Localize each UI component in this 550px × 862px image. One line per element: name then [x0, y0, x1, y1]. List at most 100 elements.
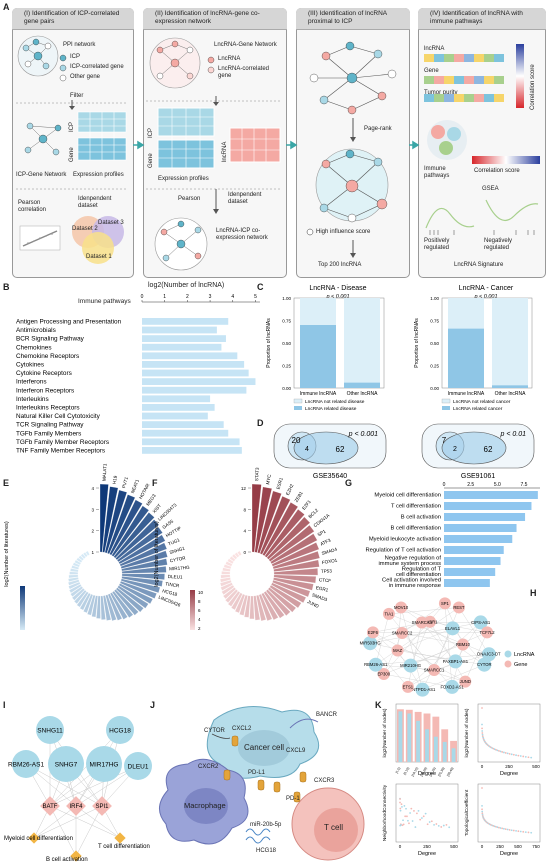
f-legend-tick: 4 — [198, 617, 201, 622]
g-tick-label: 5.0 — [494, 482, 501, 488]
k-point — [403, 805, 405, 807]
k-point — [500, 751, 502, 753]
c-ytick: 0.50 — [430, 341, 439, 346]
d-count-a: 20 — [292, 436, 301, 445]
k-point — [413, 810, 415, 812]
k-bar-lncrna — [425, 729, 429, 762]
b-bar — [142, 438, 240, 445]
c-ylabel: Proportion of lncRNAs — [414, 318, 420, 368]
circular-tick: 3 — [91, 507, 94, 512]
k-xtick: 250 — [496, 844, 504, 849]
k-point — [520, 755, 522, 757]
circular-bar-label: JUND — [306, 599, 320, 609]
h-node-label: TIA1 — [385, 611, 395, 616]
g-bar — [444, 535, 512, 543]
f-color-legend — [190, 590, 195, 630]
k-point — [481, 707, 483, 709]
h-node-label: SP1 — [441, 601, 450, 606]
h-edge — [445, 603, 452, 687]
b-category-label: Chemokines — [16, 344, 52, 351]
k-xtick: 500 — [514, 844, 522, 849]
h-node-label: RBM10 — [456, 642, 471, 647]
i-lncrna-label: SNHG11 — [37, 728, 63, 735]
legend-other-gene: Other gene — [70, 74, 100, 81]
label-mir-20b-5p: miR-20b-5p — [250, 822, 281, 829]
immune-pathways-label: Immune pathways — [424, 166, 464, 180]
h-node-label: JUND — [460, 679, 471, 684]
c-chart-title: LncRNA - Cancer — [459, 285, 514, 292]
k-point — [503, 828, 505, 830]
k-point — [414, 826, 416, 828]
lncrna-gene-network-graphic — [148, 36, 202, 90]
b-bar — [142, 370, 249, 377]
k-point — [498, 750, 500, 752]
correlation-gradient-horizontal — [472, 156, 542, 166]
circular-tick: 8 — [243, 507, 246, 512]
dataset-1-label: Dataset 1 — [86, 254, 112, 261]
pagerank-arrow — [348, 118, 358, 144]
k-bar-lncrna — [434, 737, 438, 762]
k-point — [530, 832, 532, 834]
independent-dataset-label-1: Idenpendent dataset — [78, 196, 128, 210]
c-legend-label: LncRNA not related disease — [305, 399, 365, 405]
d-count-a: 7 — [442, 436, 447, 445]
k-category-label: [30,40) — [446, 767, 454, 778]
proportion-bar-charts: LncRNA - Diseasep < 0.001Proportion of l… — [262, 282, 550, 412]
network-arrow — [146, 96, 282, 106]
pearson-correlation-label: Pearson correlation — [18, 200, 58, 214]
k-point — [407, 820, 409, 822]
k-ylabel: log2(Number of nodes) — [382, 708, 388, 757]
lncrna-pathway-network-i: SNHG11 HCG18RBM26-AS1 SNHG7 MIR17HG DLEU1BAT… — [0, 700, 160, 862]
circular-bar-label: ESR1 — [276, 477, 284, 490]
d-count-ab: 4 — [305, 446, 309, 453]
g-category-label: in immune response — [389, 583, 441, 589]
pearson-scatter — [20, 226, 60, 250]
b-category-label: Antimicrobials — [16, 327, 56, 334]
c-ytick: 1.00 — [430, 296, 439, 301]
k-point — [418, 810, 420, 812]
b-bar — [142, 361, 244, 368]
k-point — [429, 821, 431, 823]
k-category-label: [1,5) — [395, 767, 402, 775]
circular-ylabel: log2(Number of literatures) — [4, 521, 10, 587]
b-category-label: Interferon Receptors — [16, 387, 74, 394]
b-bar — [142, 421, 224, 428]
icp-gene-network-label: ICP-Gene Network — [16, 172, 66, 179]
h-node-label: RBM26-AS1 — [364, 662, 388, 667]
d-count-ab: 2 — [453, 446, 457, 453]
label-cxcl2: CXCL2 — [232, 726, 251, 733]
d-p-value: p < 0.01 — [500, 431, 527, 438]
f-legend-tick: 2 — [198, 626, 201, 631]
c-bar-not-related — [492, 298, 528, 385]
h-node-label: MIR503HG — [360, 641, 381, 646]
g-bar — [444, 491, 538, 499]
k-point — [481, 727, 483, 729]
k-point — [503, 752, 505, 754]
i-lncrna-label: HCG18 — [109, 728, 131, 735]
label-cytor: CYTOR — [204, 728, 225, 735]
circular-tick: 1 — [91, 550, 94, 555]
pearson-arrow-1 — [16, 184, 128, 194]
gene-axis-label-2: Gene — [148, 153, 155, 168]
g-bar — [444, 502, 531, 510]
label-pd-l1: PD-L1 — [248, 770, 265, 777]
c-ytick: 0.00 — [282, 386, 291, 391]
b-category-label: TCR Signaling Pathway — [16, 422, 84, 429]
k-plot-frame — [396, 784, 458, 842]
b-category-label: Interleukins — [16, 396, 49, 403]
circular-bar — [69, 572, 78, 575]
h-node-label: ELAVL1 — [445, 626, 461, 631]
c-ytick: 0.75 — [282, 319, 291, 324]
k-category-label: [25,30) — [437, 767, 445, 778]
k-bar-lncrna — [407, 713, 411, 762]
b-bar — [142, 447, 242, 454]
k-point — [511, 829, 513, 831]
lncrna-gene-network-h: EWSR1SP1RESTELAVL1CIPS-AS1TCF7L2RBM10DNA… — [340, 594, 550, 696]
correlation-score-label-v: Correlation score — [530, 64, 537, 110]
k-point — [528, 832, 530, 834]
b-category-label: Antigen Processing and Presentation — [16, 319, 122, 326]
b-category-label: Interleukins Receptors — [16, 405, 80, 412]
label-cxcl9: CXCL9 — [286, 748, 305, 755]
h-node-label: DNAJC3-DT — [477, 652, 501, 657]
k-point — [401, 803, 403, 805]
